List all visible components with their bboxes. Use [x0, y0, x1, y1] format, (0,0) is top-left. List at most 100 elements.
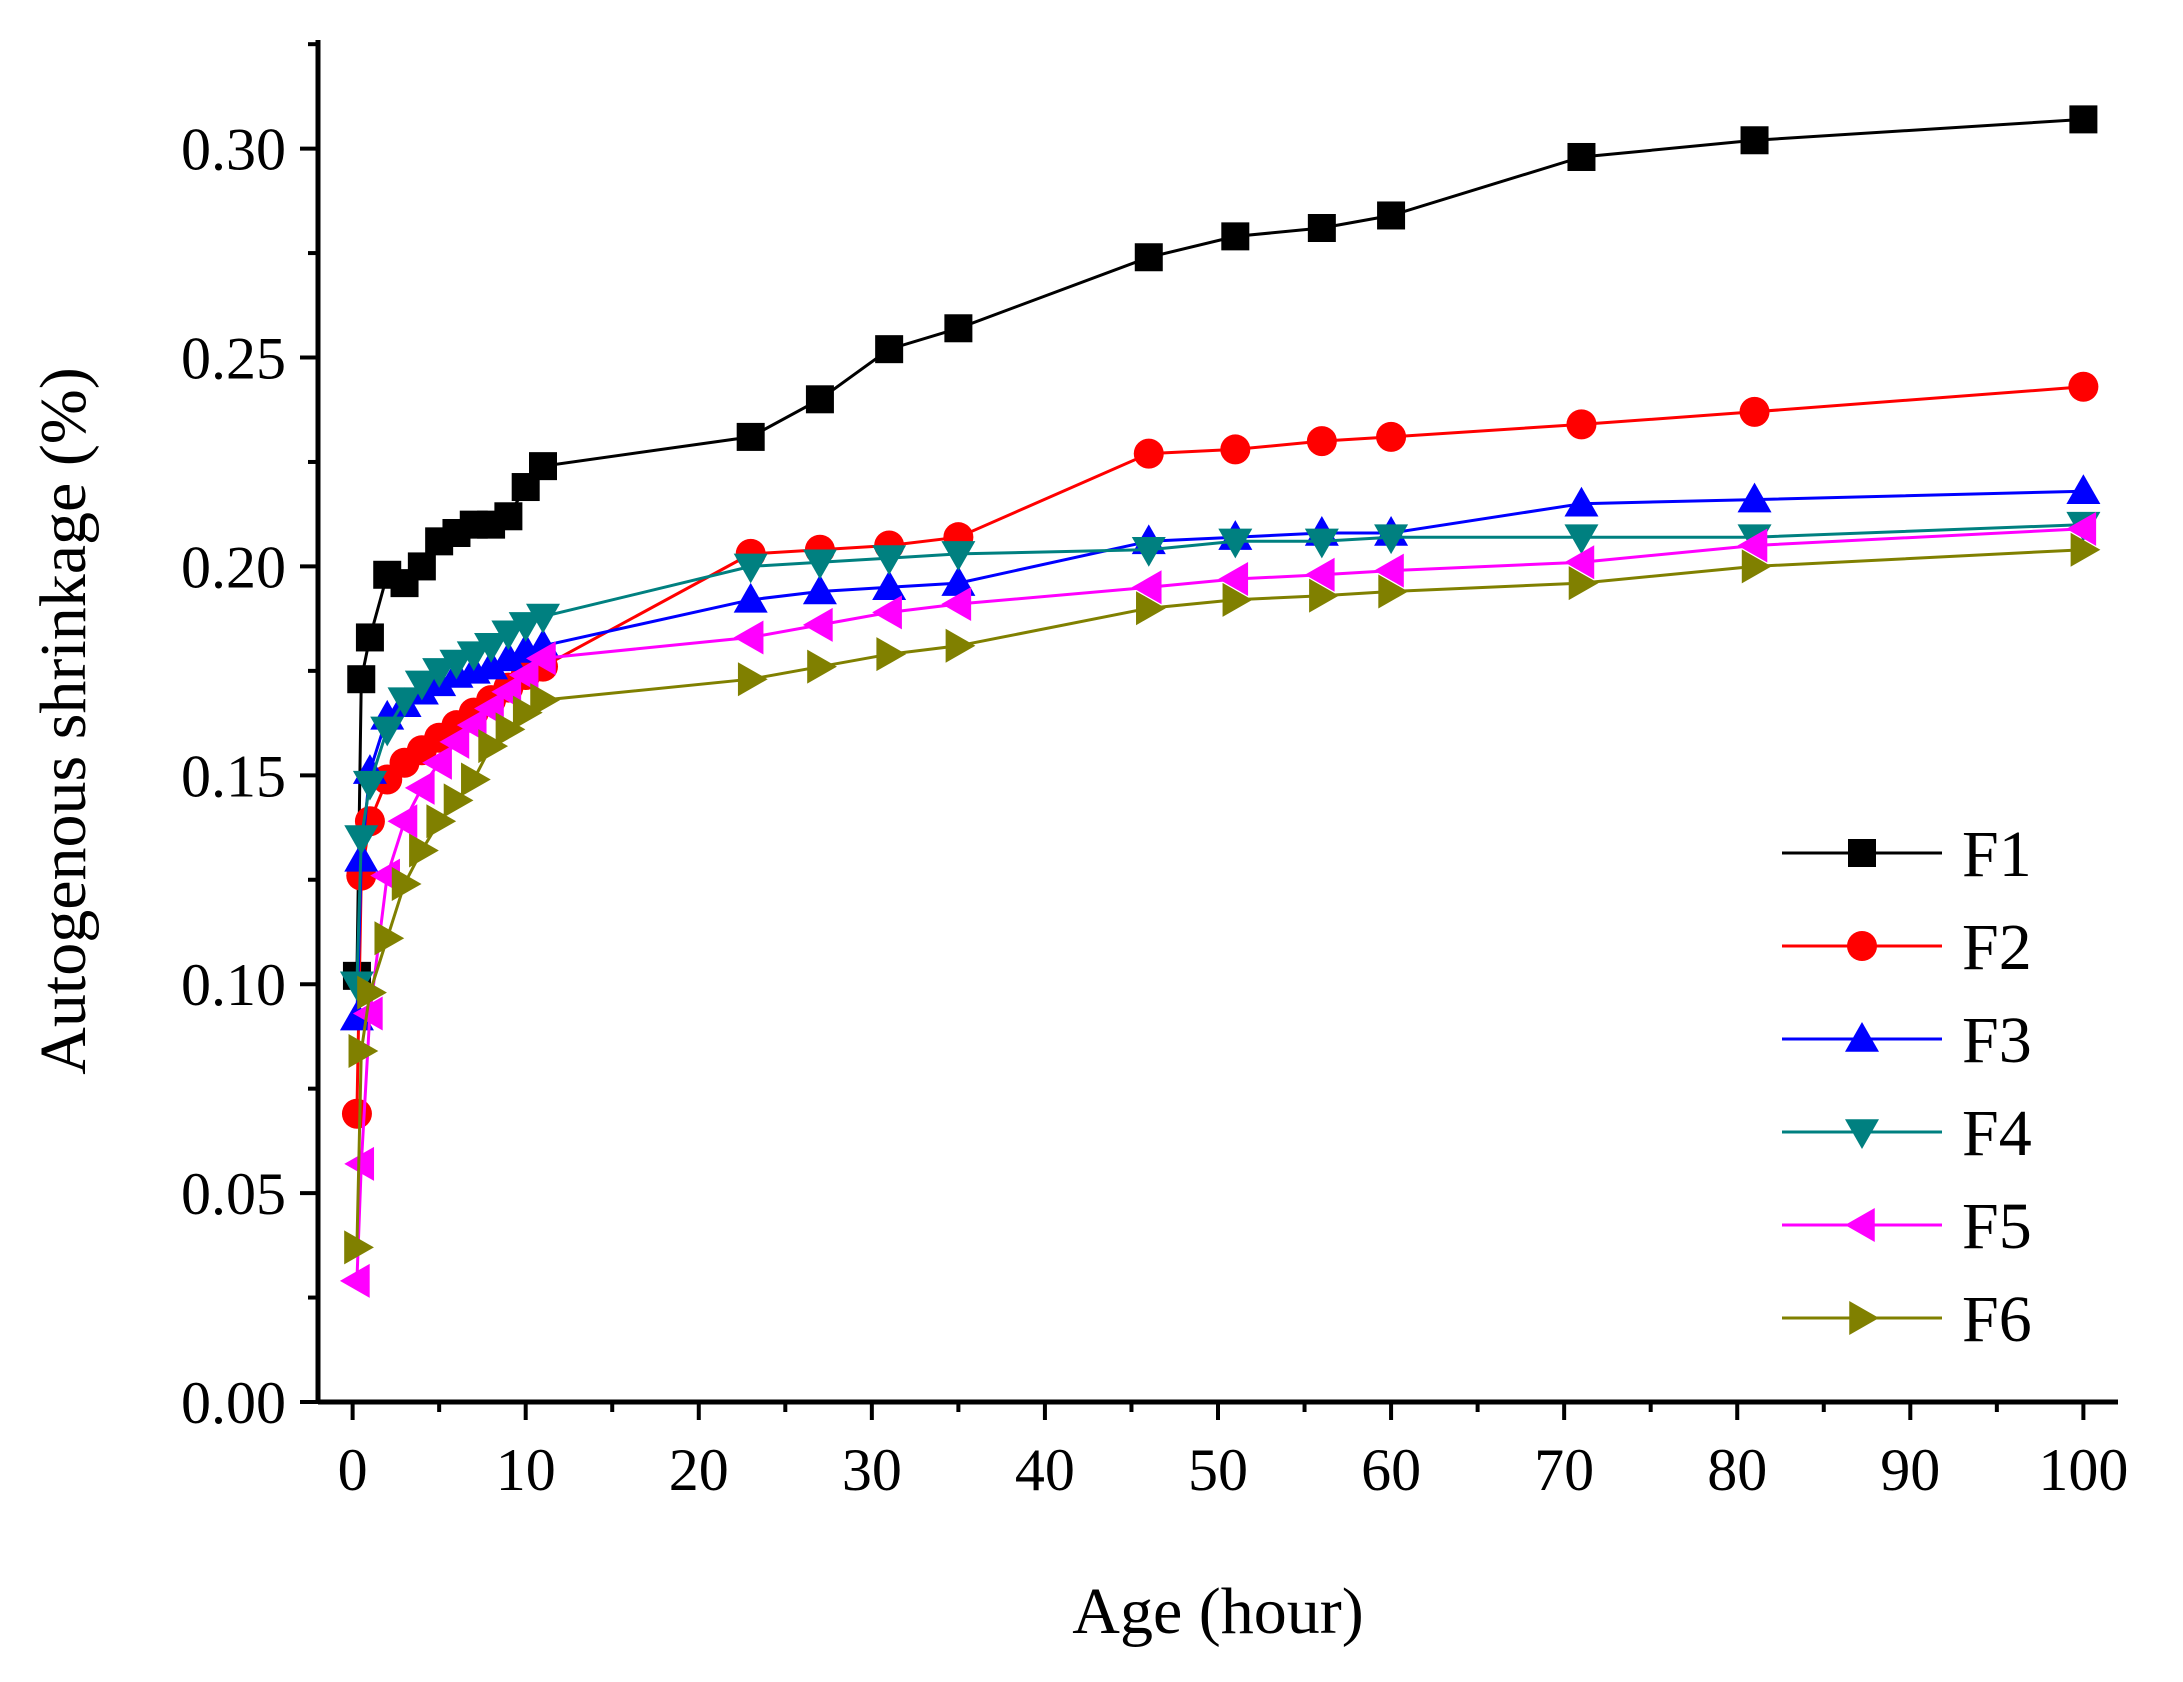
- data-point-f5: [1304, 557, 1335, 592]
- data-point-f5: [526, 641, 556, 676]
- data-point-f4: [370, 716, 405, 747]
- x-tick-label: 50: [1188, 1437, 1248, 1503]
- data-point-f4: [439, 649, 474, 680]
- legend-marker-f3: [1845, 1022, 1879, 1052]
- data-point-f6: [876, 637, 907, 672]
- data-point-f4: [474, 633, 509, 663]
- legend-marker-f2: [1847, 931, 1877, 961]
- data-point-f1: [805, 385, 834, 414]
- x-tick-label: 10: [496, 1437, 556, 1503]
- data-point-f6: [945, 628, 976, 663]
- y-tick-label: 0.10: [181, 952, 286, 1018]
- data-point-f4: [339, 971, 374, 1002]
- data-point-f6: [357, 975, 387, 1010]
- data-point-f1: [2069, 105, 2098, 134]
- data-point-f2: [1133, 438, 1164, 469]
- data-point-f5: [733, 620, 764, 655]
- data-point-f6: [461, 762, 491, 797]
- data-point-f6: [426, 804, 457, 839]
- x-tick-label: 80: [1707, 1437, 1767, 1503]
- data-point-f6: [1568, 566, 1599, 601]
- data-point-f4: [1374, 524, 1409, 555]
- data-point-f2: [1220, 434, 1251, 465]
- data-point-f5: [404, 770, 435, 805]
- data-point-f2: [2068, 371, 2099, 402]
- data-point-f6: [391, 866, 422, 901]
- legend-item-f2: F2: [1782, 911, 2032, 984]
- data-point-f6: [348, 1034, 379, 1069]
- legend-item-f5: F5: [1782, 1190, 2032, 1263]
- data-point-f3: [491, 641, 526, 672]
- data-point-f4: [526, 603, 560, 634]
- data-point-f3: [802, 574, 837, 605]
- data-point-f3: [872, 570, 907, 601]
- data-point-f6: [2070, 532, 2101, 567]
- data-point-f4: [344, 825, 379, 855]
- data-point-f6: [1136, 591, 1166, 626]
- x-tick-label: 20: [669, 1437, 729, 1503]
- data-point-f6: [512, 695, 543, 730]
- x-tick-label: 90: [1880, 1437, 1940, 1503]
- legend-marker-f1: [1848, 839, 1876, 867]
- x-tick-label: 0: [338, 1437, 368, 1503]
- legend-label-f3: F3: [1962, 1004, 2032, 1077]
- data-point-f4: [387, 687, 422, 718]
- data-point-f6: [1309, 578, 1339, 613]
- legend-label-f1: F1: [1962, 818, 2032, 891]
- data-point-f5: [1218, 561, 1249, 596]
- data-point-f5: [422, 745, 452, 780]
- data-point-f4: [404, 670, 439, 701]
- legend-marker-f6: [1849, 1301, 1879, 1335]
- data-point-f5: [1564, 545, 1595, 580]
- data-point-f1: [944, 314, 973, 343]
- y-tick-label: 0.15: [181, 743, 286, 809]
- data-point-f4: [422, 658, 457, 688]
- legend-item-f6: F6: [1782, 1283, 2032, 1356]
- y-tick-label: 0.25: [181, 326, 286, 392]
- data-point-f4: [941, 541, 976, 571]
- x-tick-label: 70: [1534, 1437, 1594, 1503]
- data-point-f3: [733, 582, 768, 613]
- data-point-f1: [355, 623, 384, 652]
- data-point-f5: [1374, 553, 1404, 588]
- data-point-f5: [802, 607, 833, 642]
- data-point-f5: [1737, 528, 1768, 563]
- data-point-f5: [439, 724, 470, 759]
- data-point-f1: [407, 552, 436, 581]
- x-tick-label: 30: [842, 1437, 902, 1503]
- data-point-f1: [1134, 243, 1163, 272]
- data-point-f4: [508, 612, 543, 642]
- data-point-f4: [491, 620, 526, 651]
- data-point-f5: [1131, 570, 1162, 605]
- data-point-f2: [1376, 421, 1407, 452]
- data-point-f4: [352, 770, 387, 801]
- legend-label-f4: F4: [1962, 1097, 2032, 1170]
- data-point-f6: [1741, 549, 1772, 584]
- data-point-f5: [2066, 511, 2097, 546]
- y-tick-label: 0.05: [181, 1161, 286, 1227]
- data-point-f1: [494, 502, 523, 531]
- data-point-f3: [1737, 482, 1772, 513]
- y-tick-label: 0.00: [181, 1370, 286, 1436]
- x-ticks: 0 10 20 30 40 50 60 70 80 90 100: [338, 1402, 2128, 1503]
- data-point-f4: [872, 545, 907, 576]
- data-point-f6: [1378, 574, 1409, 609]
- data-point-f5: [339, 1263, 370, 1298]
- data-point-f6: [374, 921, 405, 956]
- data-point-f3: [474, 649, 509, 680]
- x-tick-label: 60: [1361, 1437, 1421, 1503]
- y-tick-label: 0.20: [181, 534, 286, 600]
- data-point-f6: [530, 683, 560, 718]
- data-point-f1: [1307, 214, 1336, 243]
- data-point-f2: [1566, 409, 1597, 440]
- legend-label-f6: F6: [1962, 1283, 2032, 1356]
- data-point-f6: [409, 833, 439, 868]
- data-point-f1: [1377, 201, 1406, 230]
- series-f4: [339, 511, 2101, 1002]
- data-point-f1: [529, 452, 557, 481]
- legend: F1 F2 F3 F4 F5 F6: [1782, 818, 2032, 1356]
- data-point-f1: [875, 335, 904, 364]
- data-point-f1: [1567, 142, 1596, 171]
- data-point-f5: [872, 595, 902, 630]
